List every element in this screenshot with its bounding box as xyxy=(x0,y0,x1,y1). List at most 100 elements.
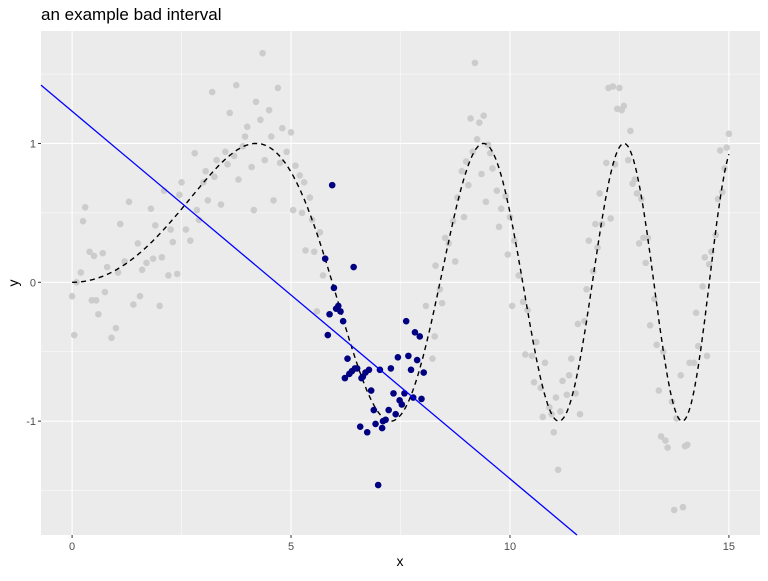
gray-point xyxy=(176,191,183,199)
gray-point xyxy=(116,220,124,228)
gray-point xyxy=(519,298,527,306)
highlight-point xyxy=(345,370,353,378)
gray-point xyxy=(530,378,538,386)
highlight-point xyxy=(321,255,329,263)
gray-point xyxy=(178,179,185,186)
gray-point xyxy=(441,234,449,242)
gray-point xyxy=(95,310,102,318)
gray-point xyxy=(300,179,308,186)
gray-point xyxy=(310,248,318,256)
gray-point xyxy=(539,413,547,421)
gray-point xyxy=(716,147,724,154)
highlight-point xyxy=(390,390,397,397)
gray-point xyxy=(454,194,461,201)
gray-point xyxy=(276,159,284,167)
gray-point xyxy=(725,130,733,138)
highlight-point xyxy=(328,181,336,189)
highlight-point xyxy=(418,395,425,403)
gray-point xyxy=(607,215,614,222)
gray-point xyxy=(70,331,78,339)
gray-point xyxy=(449,217,457,225)
gray-point xyxy=(646,322,654,329)
gray-point xyxy=(274,84,282,92)
x-tick-label: 5 xyxy=(288,541,294,553)
highlight-point xyxy=(370,406,378,414)
gray-point xyxy=(631,176,639,183)
gray-point xyxy=(484,141,492,149)
gray-point xyxy=(86,248,93,256)
gray-point xyxy=(596,190,604,197)
gray-point xyxy=(465,181,472,189)
gray-point xyxy=(136,292,144,300)
gray-point xyxy=(92,297,100,304)
gray-point xyxy=(567,355,575,362)
gray-point xyxy=(635,240,643,247)
highlight-point xyxy=(372,420,379,428)
gray-point xyxy=(508,302,516,310)
gray-point xyxy=(677,372,685,379)
gray-point xyxy=(699,283,706,290)
gray-point xyxy=(458,167,466,175)
gray-point xyxy=(504,251,512,258)
gray-point xyxy=(559,377,566,385)
gray-point xyxy=(714,195,722,203)
gray-point xyxy=(313,308,321,315)
gray-point xyxy=(662,437,669,444)
gray-point xyxy=(532,338,540,346)
gray-point xyxy=(289,206,297,214)
gray-point xyxy=(521,351,529,358)
gray-point xyxy=(576,410,584,418)
gray-point xyxy=(670,506,678,514)
highlight-point xyxy=(398,401,406,408)
gray-point xyxy=(469,148,477,156)
highlight-point xyxy=(337,308,344,315)
gray-point xyxy=(506,213,514,221)
highlight-point xyxy=(411,328,419,336)
gray-point xyxy=(101,288,109,296)
gray-point xyxy=(90,252,98,260)
gray-point xyxy=(143,259,150,267)
gray-point xyxy=(268,133,275,140)
gray-point xyxy=(239,142,247,150)
gray-point xyxy=(226,109,234,117)
highlight-point xyxy=(339,317,347,325)
highlight-point xyxy=(358,374,365,382)
gray-point xyxy=(692,309,700,317)
gray-point xyxy=(620,102,628,110)
gray-point xyxy=(679,503,687,511)
highlight-point xyxy=(374,481,382,489)
gray-point xyxy=(306,194,314,201)
gray-point xyxy=(235,176,242,183)
gray-point xyxy=(134,240,142,247)
gray-point xyxy=(655,387,663,394)
gray-point xyxy=(156,302,163,310)
gray-point xyxy=(298,209,306,217)
gray-point xyxy=(147,205,155,213)
gray-point xyxy=(187,237,194,244)
gray-point xyxy=(169,238,177,246)
gray-point xyxy=(473,135,481,143)
gray-point xyxy=(565,372,573,379)
gray-point xyxy=(563,391,571,399)
highlight-point xyxy=(420,369,428,376)
y-tick-label: -1 xyxy=(26,416,36,428)
gray-point xyxy=(259,49,266,57)
gray-point xyxy=(554,466,562,474)
gray-point xyxy=(480,112,487,119)
gray-point xyxy=(723,144,731,151)
gray-point xyxy=(151,222,159,229)
gray-point xyxy=(495,223,503,231)
gray-point xyxy=(524,306,531,314)
axis-ticks: 0 5 10 15 -1 0 1 xyxy=(26,138,735,553)
highlight-point xyxy=(416,333,424,340)
highlight-point xyxy=(378,424,386,432)
gray-point xyxy=(138,266,146,274)
y-axis-title: y xyxy=(5,280,21,287)
highlight-point xyxy=(407,366,415,374)
gray-points xyxy=(68,49,733,514)
gray-point xyxy=(616,84,623,92)
highlight-point xyxy=(367,387,375,394)
gray-point xyxy=(511,237,518,244)
gray-point xyxy=(712,231,720,239)
